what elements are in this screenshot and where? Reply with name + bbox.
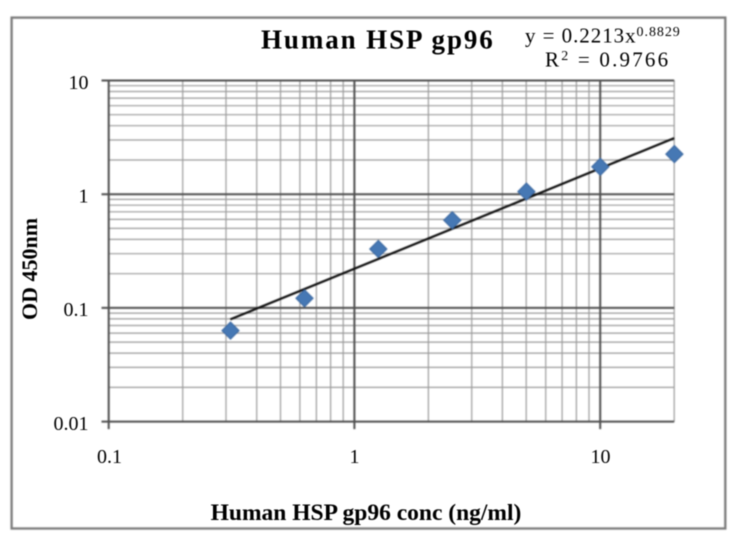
svg-text:10: 10 (591, 446, 611, 468)
svg-text:10: 10 (69, 72, 89, 94)
svg-text:0.01: 0.01 (54, 413, 89, 435)
svg-text:Human HSP gp96: Human HSP gp96 (261, 25, 495, 55)
svg-text:R2 = 0.9766: R2 = 0.9766 (545, 48, 670, 72)
svg-text:Human HSP gp96 conc (ng/ml): Human HSP gp96 conc (ng/ml) (211, 500, 522, 526)
svg-text:0.1: 0.1 (97, 446, 122, 468)
svg-text:1: 1 (79, 186, 89, 208)
svg-text:OD 450nm: OD 450nm (17, 218, 42, 320)
svg-text:1: 1 (350, 446, 360, 468)
svg-text:0.1: 0.1 (64, 299, 89, 321)
